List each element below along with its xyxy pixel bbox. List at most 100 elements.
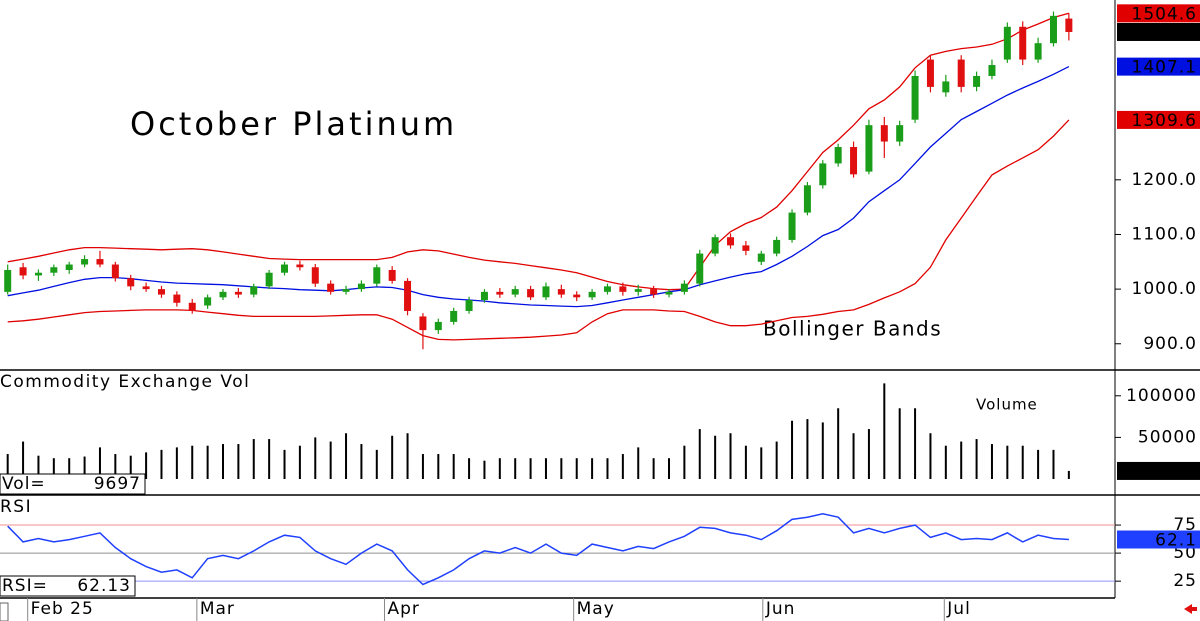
candle-body [757, 253, 765, 262]
candle-body [434, 321, 442, 331]
candle-body [819, 163, 827, 186]
candle-body [773, 239, 781, 254]
candle-body [896, 125, 904, 142]
candle-body [957, 59, 965, 87]
candle-body [65, 264, 73, 270]
candle-body [157, 289, 165, 295]
x-tick-label: Jul [946, 599, 971, 619]
value-prefix: RSI= [2, 576, 48, 596]
candle-body [850, 147, 858, 175]
x-tick-label: Apr [387, 599, 419, 619]
candle-body [373, 267, 381, 284]
candle-body [834, 147, 842, 164]
candle-body [942, 81, 950, 93]
annotation: Volume [976, 396, 1038, 414]
candle-body [665, 291, 673, 295]
value-label: 9697 [94, 474, 141, 494]
x-tick-label: May [577, 599, 615, 619]
candle-body [973, 75, 981, 87]
last-value-box [1117, 110, 1200, 129]
last-value-label: 1407.1 [1132, 58, 1197, 78]
last-value-box [1117, 22, 1200, 41]
candle-body [419, 316, 427, 331]
y-tick-label: 1000.0 [1132, 279, 1197, 299]
candle-body [127, 278, 135, 287]
last-value-box [1117, 461, 1200, 480]
candle-body [81, 259, 89, 265]
candle-body [296, 264, 304, 268]
value-box [0, 473, 146, 495]
last-value-box [1117, 530, 1200, 549]
y-tick-label: 50000 [1138, 427, 1197, 447]
candle-body [327, 283, 335, 292]
panel-title: RSI [0, 497, 32, 517]
last-value-label: 1470.5 [1132, 23, 1197, 43]
value-box [0, 575, 136, 597]
candle-body [357, 283, 365, 290]
candle-body [926, 59, 934, 87]
candle-body [588, 291, 596, 298]
candle-body [696, 253, 704, 284]
x-tick-label: Jun [765, 599, 796, 619]
value-label: 62.13 [77, 576, 131, 596]
y-tick-label: 100000 [1126, 386, 1197, 406]
bollinger-band [7, 119, 1070, 341]
candle-body [634, 289, 642, 292]
chart-title: October Platinum [130, 105, 457, 143]
candle-body [865, 125, 873, 172]
candle-body [281, 264, 289, 273]
candle-body [542, 286, 550, 298]
candle-body [1049, 15, 1057, 44]
candle-body [1019, 26, 1027, 60]
candle-body [573, 294, 581, 298]
candle-body [788, 212, 796, 240]
candle-body [727, 237, 735, 246]
candle-body [603, 286, 611, 292]
candle-body [142, 286, 150, 290]
candle-body [711, 237, 719, 254]
bollinger-band [7, 66, 1070, 308]
y-tick-label: 1200.0 [1132, 170, 1197, 190]
candle-body [219, 291, 227, 298]
y-tick-label: 25 [1173, 571, 1197, 591]
candle-body [988, 65, 996, 76]
candle-body [742, 245, 750, 251]
candle-body [557, 289, 565, 295]
candle-body [911, 75, 919, 120]
corner-box [0, 602, 9, 621]
candle-body [34, 272, 42, 276]
candle-body [19, 267, 27, 276]
candle-body [311, 267, 319, 284]
candle-body [173, 294, 181, 303]
candle-body [1034, 43, 1042, 60]
candle-body [4, 269, 12, 292]
candle-body [404, 280, 412, 311]
scroll-arrow[interactable] [1184, 604, 1197, 614]
x-tick-label: Mar [200, 599, 235, 619]
candle-body [265, 272, 273, 287]
candle-body [111, 264, 119, 279]
panel-title: Commodity Exchange Vol [0, 372, 250, 392]
candle-body [250, 286, 258, 295]
candle-body [650, 289, 658, 295]
candle-body [619, 286, 627, 292]
candle-body [388, 269, 396, 281]
candle-body [188, 302, 196, 311]
annotation: Bollinger Bands [763, 317, 942, 341]
candle-body [803, 185, 811, 213]
y-tick-label: 900.0 [1143, 334, 1197, 354]
candle-body [1065, 18, 1073, 32]
candle-body [880, 125, 888, 142]
last-value-label: 1504.6 [1132, 4, 1197, 24]
last-value-box [1117, 57, 1200, 76]
candle-body [527, 289, 535, 298]
last-value-label: 1309.6 [1132, 111, 1197, 131]
candle-body [465, 300, 473, 311]
bollinger-band [7, 12, 1070, 291]
value-prefix: Vol= [2, 474, 46, 494]
rsi-line [7, 513, 1069, 586]
candle-body [1003, 26, 1011, 60]
candle-body [96, 259, 104, 265]
